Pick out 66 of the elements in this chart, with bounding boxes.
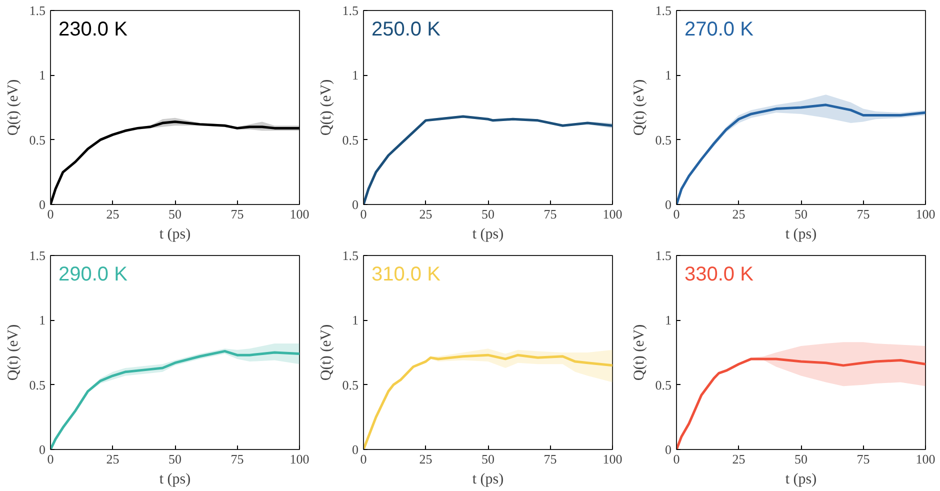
- x-tick-label: 75: [856, 452, 870, 466]
- text: 270.0 K: [684, 18, 754, 40]
- y-tick-label: 1.5: [29, 248, 46, 263]
- y-tick-label: 0.5: [342, 132, 358, 148]
- y-tick-label: 1: [39, 312, 46, 328]
- y-axis-title: Q(t) (eV): [318, 79, 334, 136]
- x-tick-label: 25: [732, 206, 746, 222]
- y-axis-title: Q(t) (eV): [631, 79, 648, 136]
- x-tick-label: 25: [106, 452, 120, 466]
- y-tick-label: 1.5: [655, 3, 672, 18]
- x-tick-label: 50: [482, 452, 494, 466]
- y-tick-label: 1: [352, 68, 358, 83]
- y-tick-label: 1: [39, 68, 46, 83]
- x-axis-title: t (ps): [159, 472, 191, 488]
- x-tick-label: 100: [602, 452, 622, 466]
- x-tick-label: 25: [732, 452, 746, 466]
- text: 330.0 K: [684, 264, 754, 286]
- x-tick-label: 100: [916, 452, 936, 466]
- text: 250.0 K: [372, 18, 442, 40]
- x-tick-label: 100: [916, 206, 936, 222]
- y-axis-title: Q(t) (eV): [5, 79, 22, 136]
- y-tick-label: 0: [665, 442, 672, 457]
- y-tick-label: 1.5: [655, 248, 672, 263]
- y-tick-label: 0: [665, 197, 672, 212]
- x-tick-label: 50: [168, 206, 182, 222]
- y-tick-label: 0.5: [655, 377, 672, 392]
- y-tick-label: 0.5: [29, 377, 46, 392]
- text: 230.0 K: [58, 18, 128, 40]
- x-axis-title: t (ps): [472, 226, 504, 242]
- y-tick-label: 0: [39, 197, 46, 212]
- y-tick-label: 0: [39, 442, 46, 457]
- x-tick-label: 50: [794, 452, 808, 466]
- y-tick-label: 1: [352, 312, 358, 328]
- x-tick-label: 75: [230, 452, 244, 466]
- x-tick-label: 50: [482, 206, 494, 222]
- y-tick-label: 1: [665, 312, 672, 328]
- x-tick-label: 75: [230, 206, 244, 222]
- x-tick-label: 50: [168, 452, 182, 466]
- x-tick-label: 75: [856, 206, 870, 222]
- y-tick-label: 1.5: [29, 3, 46, 18]
- x-axis-title: t (ps): [785, 472, 817, 488]
- y-axis-title: Q(t) (eV): [5, 324, 22, 381]
- x-tick-label: 75: [544, 206, 557, 222]
- text: 290.0 K: [58, 264, 128, 286]
- y-tick-label: 0: [352, 197, 358, 212]
- x-tick-label: 25: [106, 206, 120, 222]
- x-tick-label: 25: [419, 206, 432, 222]
- y-axis-title: Q(t) (eV): [318, 324, 334, 381]
- x-axis-title: t (ps): [472, 472, 504, 488]
- y-tick-label: 0: [352, 442, 358, 457]
- y-tick-label: 0.5: [29, 132, 46, 148]
- x-tick-label: 100: [602, 206, 622, 222]
- x-tick-label: 75: [544, 452, 557, 466]
- y-tick-label: 1.5: [342, 248, 358, 263]
- x-tick-label: 100: [290, 452, 310, 466]
- y-axis-title: Q(t) (eV): [631, 324, 648, 381]
- y-tick-label: 1: [665, 68, 672, 83]
- y-tick-label: 1.5: [342, 3, 358, 18]
- text: 310.0 K: [372, 264, 442, 286]
- y-tick-label: 0.5: [342, 377, 358, 392]
- x-axis-title: t (ps): [159, 226, 191, 242]
- x-tick-label: 100: [290, 206, 310, 222]
- y-tick-label: 0.5: [655, 132, 672, 148]
- x-axis-title: t (ps): [785, 226, 817, 242]
- x-tick-label: 50: [794, 206, 808, 222]
- x-tick-label: 25: [419, 452, 432, 466]
